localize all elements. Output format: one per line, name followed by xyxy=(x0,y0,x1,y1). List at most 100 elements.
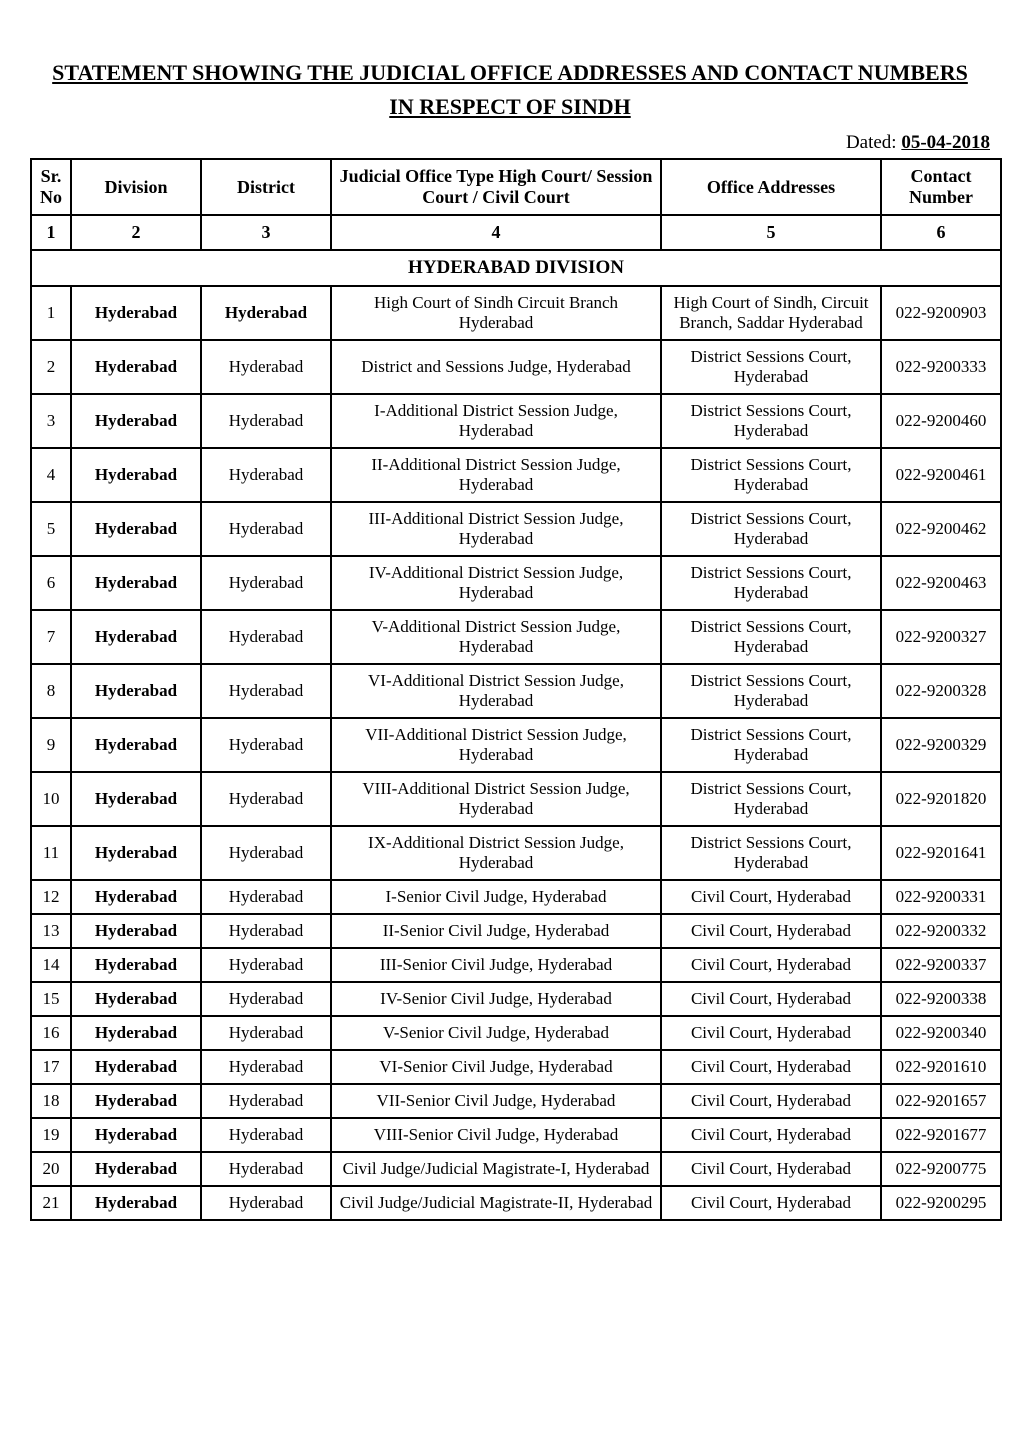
table-row: 1HyderabadHyderabadHigh Court of Sindh C… xyxy=(31,286,1001,340)
table-row: 7HyderabadHyderabadV-Additional District… xyxy=(31,610,1001,664)
cell-division: Hyderabad xyxy=(71,286,201,340)
cell-contact: 022-9201657 xyxy=(881,1084,1001,1118)
cell-addresses: Civil Court, Hyderabad xyxy=(661,880,881,914)
document-sub-title: IN RESPECT OF SINDH xyxy=(30,94,990,120)
cell-office-type: VIII-Senior Civil Judge, Hyderabad xyxy=(331,1118,661,1152)
cell-district: Hyderabad xyxy=(201,286,331,340)
cell-contact: 022-9200463 xyxy=(881,556,1001,610)
cell-contact: 022-9200327 xyxy=(881,610,1001,664)
cell-contact: 022-9200337 xyxy=(881,948,1001,982)
cell-office-type: VI-Senior Civil Judge, Hyderabad xyxy=(331,1050,661,1084)
cell-office-type: VIII-Additional District Session Judge, … xyxy=(331,772,661,826)
cell-contact: 022-9200295 xyxy=(881,1186,1001,1220)
cell-addresses: District Sessions Court, Hyderabad xyxy=(661,502,881,556)
cell-contact: 022-9200329 xyxy=(881,718,1001,772)
cell-srno: 5 xyxy=(31,502,71,556)
header-division: Division xyxy=(71,159,201,215)
cell-srno: 10 xyxy=(31,772,71,826)
cell-contact: 022-9200340 xyxy=(881,1016,1001,1050)
header-num-4: 4 xyxy=(331,215,661,250)
cell-division: Hyderabad xyxy=(71,610,201,664)
cell-division: Hyderabad xyxy=(71,448,201,502)
header-num-1: 1 xyxy=(31,215,71,250)
cell-division: Hyderabad xyxy=(71,718,201,772)
cell-district: Hyderabad xyxy=(201,880,331,914)
cell-district: Hyderabad xyxy=(201,914,331,948)
cell-addresses: Civil Court, Hyderabad xyxy=(661,1152,881,1186)
cell-division: Hyderabad xyxy=(71,914,201,948)
cell-addresses: District Sessions Court, Hyderabad xyxy=(661,664,881,718)
cell-srno: 8 xyxy=(31,664,71,718)
table-row: 13HyderabadHyderabadII-Senior Civil Judg… xyxy=(31,914,1001,948)
cell-division: Hyderabad xyxy=(71,394,201,448)
cell-addresses: District Sessions Court, Hyderabad xyxy=(661,394,881,448)
cell-district: Hyderabad xyxy=(201,394,331,448)
cell-srno: 17 xyxy=(31,1050,71,1084)
cell-contact: 022-9200331 xyxy=(881,880,1001,914)
division-header-cell: HYDERABAD DIVISION xyxy=(31,250,1001,286)
table-row: 21HyderabadHyderabadCivil Judge/Judicial… xyxy=(31,1186,1001,1220)
table-row: 12HyderabadHyderabadI-Senior Civil Judge… xyxy=(31,880,1001,914)
table-row: 10HyderabadHyderabadVIII-Additional Dist… xyxy=(31,772,1001,826)
cell-contact: 022-9200332 xyxy=(881,914,1001,948)
cell-srno: 4 xyxy=(31,448,71,502)
cell-addresses: District Sessions Court, Hyderabad xyxy=(661,718,881,772)
table-row: 11HyderabadHyderabadIX-Additional Distri… xyxy=(31,826,1001,880)
cell-addresses: Civil Court, Hyderabad xyxy=(661,1118,881,1152)
cell-division: Hyderabad xyxy=(71,1050,201,1084)
cell-district: Hyderabad xyxy=(201,718,331,772)
cell-srno: 16 xyxy=(31,1016,71,1050)
table-header-row: Sr. No Division District Judicial Office… xyxy=(31,159,1001,215)
cell-addresses: District Sessions Court, Hyderabad xyxy=(661,826,881,880)
cell-contact: 022-9201610 xyxy=(881,1050,1001,1084)
table-row: 17HyderabadHyderabadVI-Senior Civil Judg… xyxy=(31,1050,1001,1084)
table-body: 1HyderabadHyderabadHigh Court of Sindh C… xyxy=(31,286,1001,1220)
dated-value: 05-04-2018 xyxy=(901,132,990,153)
cell-srno: 1 xyxy=(31,286,71,340)
division-header-row: HYDERABAD DIVISION xyxy=(31,250,1001,286)
cell-contact: 022-9200903 xyxy=(881,286,1001,340)
cell-district: Hyderabad xyxy=(201,664,331,718)
cell-district: Hyderabad xyxy=(201,1186,331,1220)
dated-row: Dated: 05-04-2018 xyxy=(30,132,990,154)
cell-office-type: IV-Senior Civil Judge, Hyderabad xyxy=(331,982,661,1016)
cell-srno: 20 xyxy=(31,1152,71,1186)
cell-office-type: II-Senior Civil Judge, Hyderabad xyxy=(331,914,661,948)
cell-contact: 022-9201641 xyxy=(881,826,1001,880)
table-row: 15HyderabadHyderabadIV-Senior Civil Judg… xyxy=(31,982,1001,1016)
cell-office-type: VI-Additional District Session Judge, Hy… xyxy=(331,664,661,718)
cell-srno: 3 xyxy=(31,394,71,448)
table-row: 6HyderabadHyderabadIV-Additional Distric… xyxy=(31,556,1001,610)
cell-srno: 13 xyxy=(31,914,71,948)
cell-division: Hyderabad xyxy=(71,772,201,826)
cell-office-type: IV-Additional District Session Judge, Hy… xyxy=(331,556,661,610)
cell-district: Hyderabad xyxy=(201,1084,331,1118)
cell-office-type: III-Senior Civil Judge, Hyderabad xyxy=(331,948,661,982)
cell-office-type: I-Additional District Session Judge, Hyd… xyxy=(331,394,661,448)
cell-contact: 022-9200333 xyxy=(881,340,1001,394)
cell-division: Hyderabad xyxy=(71,1186,201,1220)
cell-srno: 11 xyxy=(31,826,71,880)
cell-srno: 12 xyxy=(31,880,71,914)
table-row: 18HyderabadHyderabadVII-Senior Civil Jud… xyxy=(31,1084,1001,1118)
cell-district: Hyderabad xyxy=(201,1152,331,1186)
header-office-type: Judicial Office Type High Court/ Session… xyxy=(331,159,661,215)
cell-division: Hyderabad xyxy=(71,982,201,1016)
cell-srno: 2 xyxy=(31,340,71,394)
cell-srno: 15 xyxy=(31,982,71,1016)
table-row: 16HyderabadHyderabadV-Senior Civil Judge… xyxy=(31,1016,1001,1050)
table-number-row: 1 2 3 4 5 6 xyxy=(31,215,1001,250)
cell-division: Hyderabad xyxy=(71,826,201,880)
cell-district: Hyderabad xyxy=(201,982,331,1016)
cell-addresses: Civil Court, Hyderabad xyxy=(661,948,881,982)
dated-label: Dated: xyxy=(846,132,901,153)
cell-district: Hyderabad xyxy=(201,826,331,880)
header-num-5: 5 xyxy=(661,215,881,250)
header-srno: Sr. No xyxy=(31,159,71,215)
cell-contact: 022-9200461 xyxy=(881,448,1001,502)
cell-division: Hyderabad xyxy=(71,948,201,982)
cell-contact: 022-9200328 xyxy=(881,664,1001,718)
header-num-3: 3 xyxy=(201,215,331,250)
cell-contact: 022-9200462 xyxy=(881,502,1001,556)
cell-office-type: IX-Additional District Session Judge, Hy… xyxy=(331,826,661,880)
